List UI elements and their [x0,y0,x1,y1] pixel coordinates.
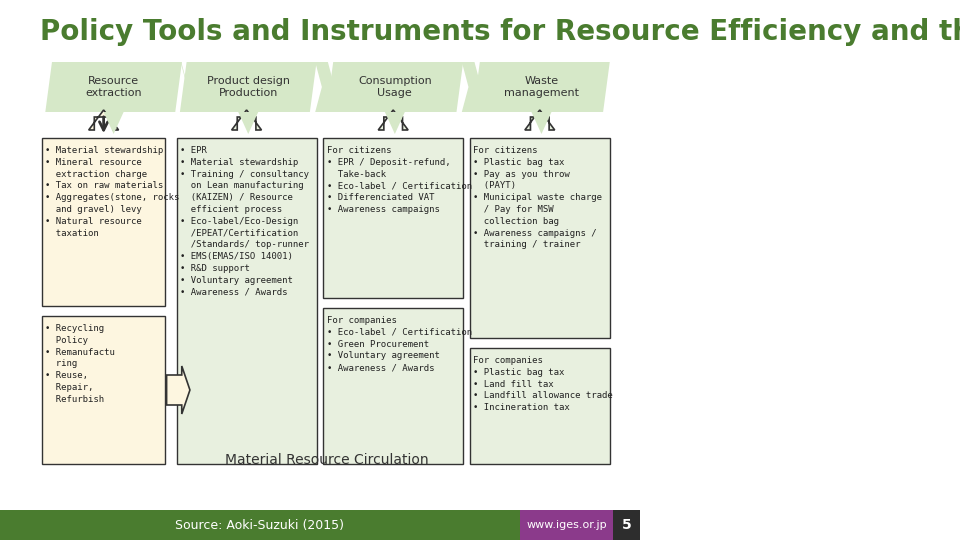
Polygon shape [378,110,408,130]
Text: • Recycling
  Policy
• Remanufactu
  ring
• Reuse,
  Repair,
  Refurbish: • Recycling Policy • Remanufactu ring • … [45,324,115,404]
Polygon shape [45,62,182,112]
Text: • EPR
• Material stewardship
• Training / consultancy
  on Lean manufacturing
  : • EPR • Material stewardship • Training … [180,146,309,296]
Polygon shape [462,62,481,112]
Text: Source: Aoki-Suzuki (2015): Source: Aoki-Suzuki (2015) [176,518,345,531]
Text: Consumption
Usage: Consumption Usage [358,76,432,98]
Text: Material Resource Circulation: Material Resource Circulation [225,453,428,467]
Polygon shape [180,62,188,112]
Text: 5: 5 [621,518,632,532]
FancyBboxPatch shape [177,138,317,464]
Text: • Material stewardship
• Mineral resource
  extraction charge
• Tax on raw mater: • Material stewardship • Mineral resourc… [45,146,180,238]
FancyBboxPatch shape [469,348,610,464]
Polygon shape [104,112,124,134]
Polygon shape [385,112,405,134]
Text: Waste
management: Waste management [504,76,579,98]
Text: For citizens
• EPR / Deposit-refund,
  Take-back
• Eco-label / Certification
• D: For citizens • EPR / Deposit-refund, Tak… [326,146,471,214]
Polygon shape [473,62,610,112]
FancyBboxPatch shape [324,308,463,464]
Bar [519,510,613,540]
Text: Policy Tools and Instruments for Resource Efficiency and the 3Rs: Policy Tools and Instruments for Resourc… [40,18,960,46]
Polygon shape [326,62,463,112]
Polygon shape [532,112,551,134]
Text: Resource
extraction: Resource extraction [85,76,142,98]
Text: www.iges.or.jp: www.iges.or.jp [526,520,607,530]
FancyBboxPatch shape [324,138,463,298]
Text: For companies
• Plastic bag tax
• Land fill tax
• Landfill allowance trade
• Inc: For companies • Plastic bag tax • Land f… [473,356,612,412]
Polygon shape [88,110,118,130]
FancyBboxPatch shape [42,316,165,464]
Polygon shape [525,110,555,130]
Text: For citizens
• Plastic bag tax
• Pay as you throw
  (PAYT)
• Municipal waste cha: For citizens • Plastic bag tax • Pay as … [473,146,602,249]
FancyBboxPatch shape [469,138,610,338]
Polygon shape [315,62,334,112]
Polygon shape [231,110,261,130]
Bar [0,510,519,540]
Text: For companies
• Eco-label / Certification
• Green Procurement
• Voluntary agreem: For companies • Eco-label / Certificatio… [326,316,471,372]
Polygon shape [167,366,190,414]
Polygon shape [180,62,317,112]
Polygon shape [238,112,258,134]
Bar [613,510,639,540]
FancyBboxPatch shape [42,138,165,306]
Text: Product design
Production: Product design Production [206,76,290,98]
